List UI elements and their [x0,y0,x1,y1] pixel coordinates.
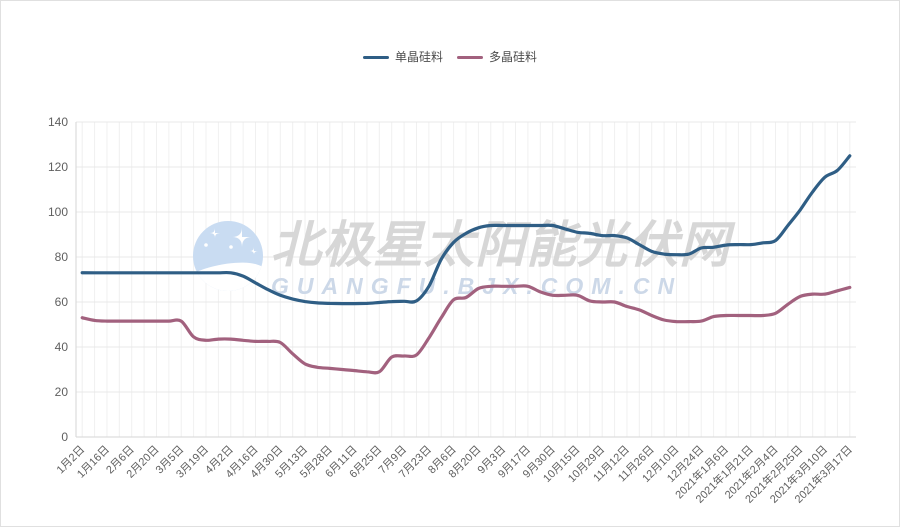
series-line-mono-silicon [80,154,852,306]
x-tick-label: 9月17日 [496,444,533,481]
x-tick-label: 2月20日 [125,444,162,481]
x-tick-label: 11月26日 [616,444,657,485]
x-tick-label: 3月19日 [174,444,211,481]
x-axis-labels: 1月2日1月16日2月6日2月20日3月5日3月19日4月2日4月16日4月30… [55,442,855,506]
y-tick-label: 60 [55,295,69,309]
y-tick-label: 20 [55,385,69,399]
y-tick-label: 140 [48,115,68,129]
x-tick-label: 1月2日 [55,444,88,477]
horizontal-gridlines [76,121,856,438]
x-tick-label: 6月25日 [347,444,384,481]
x-tick-label: 10月15日 [541,444,582,485]
x-tick-label: 2021年1月21日 [692,442,756,506]
x-tick-label: 2021年2月4日 [721,442,780,501]
logo-disc [193,221,263,291]
x-tick-label: 4月30日 [248,444,285,481]
x-tick-label: 5月28日 [298,444,335,481]
x-tick-label: 8月20日 [446,444,483,481]
legend-label: 多晶硅料 [489,50,538,64]
x-tick-label: 12月24日 [665,444,706,485]
legend-line-swatch [457,55,483,59]
y-tick-label: 80 [55,250,69,264]
x-tick-label: 7月23日 [397,444,434,481]
chart-legend: 单晶硅料 多晶硅料 [1,50,899,64]
y-tick-label: 120 [48,160,68,174]
x-tick-label: 8月6日 [426,444,459,477]
vertical-gridlines [81,122,851,437]
x-tick-label: 5月13日 [273,444,310,481]
x-tick-label: 2021年2月25日 [742,442,806,506]
watermark: 北极星太阳能光伏网 GUANGFU.BJX.COM.CN [191,219,730,299]
y-tick-label: 40 [55,340,69,354]
x-tick-label: 1月16日 [75,444,112,481]
legend-item-multi-silicon[interactable]: 多晶硅料 [457,50,537,64]
x-tick-label: 3月5日 [154,444,187,477]
sparkle-icon [210,228,220,238]
star-dot-icon [204,243,208,247]
x-tick-label: 2021年1月6日 [672,442,731,501]
x-tick-label: 2021年3月10日 [767,442,831,506]
sparkle-icon [250,247,258,255]
legend-label: 单晶硅料 [394,50,443,64]
x-tick-label: 9月3日 [476,444,509,477]
star-dot-icon [229,245,233,249]
y-tick-label: 100 [48,205,68,219]
legend-line-swatch [362,55,389,59]
x-tick-label: 12月10日 [640,444,681,485]
series-line-multi-silicon [80,284,852,375]
x-tick-label: 7月9日 [377,444,410,477]
x-tick-label: 6月11日 [323,444,359,480]
y-tick-label: 0 [61,430,68,444]
sparkle-icon [232,227,252,247]
x-tick-label: 2021年3月17日 [791,442,855,506]
watermark-en-text: GUANGFU.BJX.COM.CN [271,273,683,299]
legend-item-mono-silicon[interactable]: 单晶硅料 [362,50,443,64]
y-axis-labels: 0 20 40 60 80 100 120 140 [48,115,68,444]
x-tick-label: 2月6日 [104,444,137,477]
x-tick-label: 11月12日 [591,444,632,485]
moon-stars-logo [193,221,263,291]
x-tick-label: 4月2日 [203,444,236,477]
watermark-cn-text: 北极星太阳能光伏网 [271,217,730,273]
x-tick-label: 10月29日 [566,444,607,485]
x-tick-label: 9月30日 [521,444,558,481]
x-tick-label: 4月16日 [224,444,261,481]
logo-cloud-band [193,262,263,291]
